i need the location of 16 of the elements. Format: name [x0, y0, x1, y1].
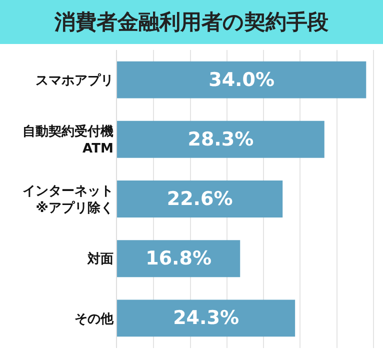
- bar: [117, 240, 240, 278]
- data-label: 34.0%: [208, 68, 275, 91]
- y-tick-label: スマホアプリ: [35, 72, 114, 88]
- chart-title: 消費者金融利用者の契約手段: [0, 0, 383, 44]
- bar: [117, 61, 366, 98]
- bar: [117, 300, 296, 337]
- y-tick-label: インターネット ※アプリ除く: [22, 184, 114, 216]
- y-tick-label: 対面: [86, 251, 114, 268]
- data-label: 16.8%: [146, 248, 212, 270]
- bar: [117, 120, 324, 158]
- data-label: 28.3%: [188, 128, 254, 150]
- data-label: 24.3%: [173, 307, 239, 330]
- y-tick-label: 自動契約受付機 ATM: [22, 124, 114, 156]
- data-label: 22.6%: [166, 188, 233, 210]
- y-tick-label: その他: [74, 312, 114, 327]
- bar: [117, 180, 283, 218]
